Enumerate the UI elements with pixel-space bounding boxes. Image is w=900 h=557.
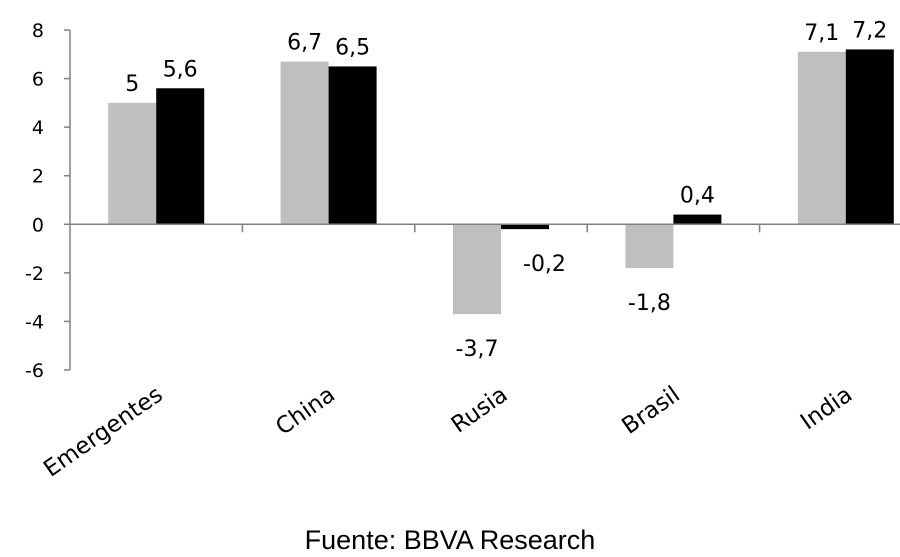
category-label: Emergentes — [39, 382, 167, 483]
bar-rusia-series-1 — [453, 224, 501, 315]
data-label: -3,7 — [456, 337, 499, 362]
x-axis — [70, 223, 900, 233]
bar-china-series-2 — [328, 66, 377, 225]
data-label: 7,1 — [804, 21, 839, 46]
bar-india-series-2 — [845, 49, 894, 225]
y-axis: 8 6 4 2 0 -2 -4 -6 — [25, 20, 71, 382]
data-label: 0,4 — [680, 184, 715, 209]
data-labels: 5 6,7 -3,7 -1,8 7,1 5,6 6,5 -0,2 0,4 7,2 — [125, 18, 887, 362]
y-tick-label: 6 — [32, 69, 44, 91]
bar-brasil-series-2 — [673, 214, 722, 225]
y-tick-label: 4 — [32, 117, 44, 139]
bars — [108, 49, 894, 315]
category-labels: Emergentes China Rusia Brasil India — [39, 382, 857, 483]
data-label: 6,5 — [335, 35, 370, 60]
category-label: India — [796, 382, 857, 436]
y-tick-label: 2 — [32, 166, 44, 188]
y-tick-label: 0 — [32, 214, 44, 236]
y-tick-label: -6 — [25, 360, 44, 382]
y-tick-label: -2 — [25, 263, 44, 285]
category-label: Brasil — [617, 382, 684, 440]
y-tick-label: -4 — [25, 311, 44, 333]
data-label: 7,2 — [852, 18, 887, 43]
data-label: -0,2 — [523, 252, 566, 277]
category-label: China — [271, 382, 340, 441]
bar-emergentes-series-2 — [156, 88, 205, 225]
bar-india-series-1 — [797, 51, 846, 225]
source-caption: Fuente: BBVA Research — [304, 525, 596, 555]
data-label: 6,7 — [287, 31, 322, 56]
bar-rusia-series-2 — [501, 224, 549, 230]
data-label: 5,6 — [163, 57, 198, 82]
data-label: -1,8 — [628, 291, 671, 316]
bar-china-series-1 — [280, 61, 329, 225]
category-label: Rusia — [447, 382, 513, 439]
bar-emergentes-series-1 — [108, 102, 157, 225]
data-label: 5 — [125, 72, 139, 97]
bar-brasil-series-1 — [625, 224, 674, 268]
y-tick-label: 8 — [32, 20, 44, 42]
